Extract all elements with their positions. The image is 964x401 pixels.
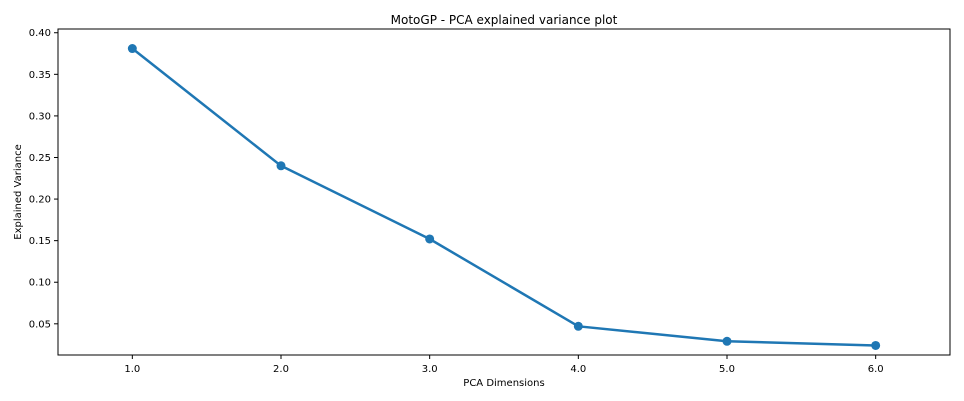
x-tick-label: 5.0 xyxy=(719,364,735,375)
y-tick-label: 0.20 xyxy=(29,195,51,206)
y-tick-label: 0.30 xyxy=(29,111,51,122)
explained-variance-points xyxy=(127,44,881,350)
y-axis-title: Explained Variance xyxy=(13,144,24,239)
y-tick-label: 0.05 xyxy=(29,319,51,330)
x-tick-label: 3.0 xyxy=(422,364,438,375)
chart-title: MotoGP - PCA explained variance plot xyxy=(391,13,618,27)
y-tick-label: 0.10 xyxy=(29,278,51,289)
y-axis-ticks: 0.05 0.10 0.15 0.20 0.25 0.30 0.35 0.40 xyxy=(29,28,58,330)
x-tick-label: 6.0 xyxy=(868,364,884,375)
plot-area-frame xyxy=(57,28,951,356)
y-tick-label: 0.35 xyxy=(29,70,51,81)
data-point xyxy=(871,340,881,350)
y-tick-label: 0.15 xyxy=(29,236,51,247)
data-point xyxy=(127,44,137,54)
data-point xyxy=(276,161,286,171)
x-axis-ticks: 1.0 2.0 3.0 4.0 5.0 6.0 xyxy=(124,355,884,375)
data-point xyxy=(722,336,732,346)
x-tick-label: 2.0 xyxy=(273,364,289,375)
explained-variance-line xyxy=(131,47,877,347)
y-tick-label: 0.25 xyxy=(29,153,51,164)
data-point xyxy=(573,321,583,331)
y-tick-label: 0.40 xyxy=(29,28,51,39)
x-axis-title: PCA Dimensions xyxy=(463,378,544,389)
x-tick-label: 1.0 xyxy=(124,364,140,375)
data-point xyxy=(425,234,435,244)
x-tick-label: 4.0 xyxy=(570,364,586,375)
